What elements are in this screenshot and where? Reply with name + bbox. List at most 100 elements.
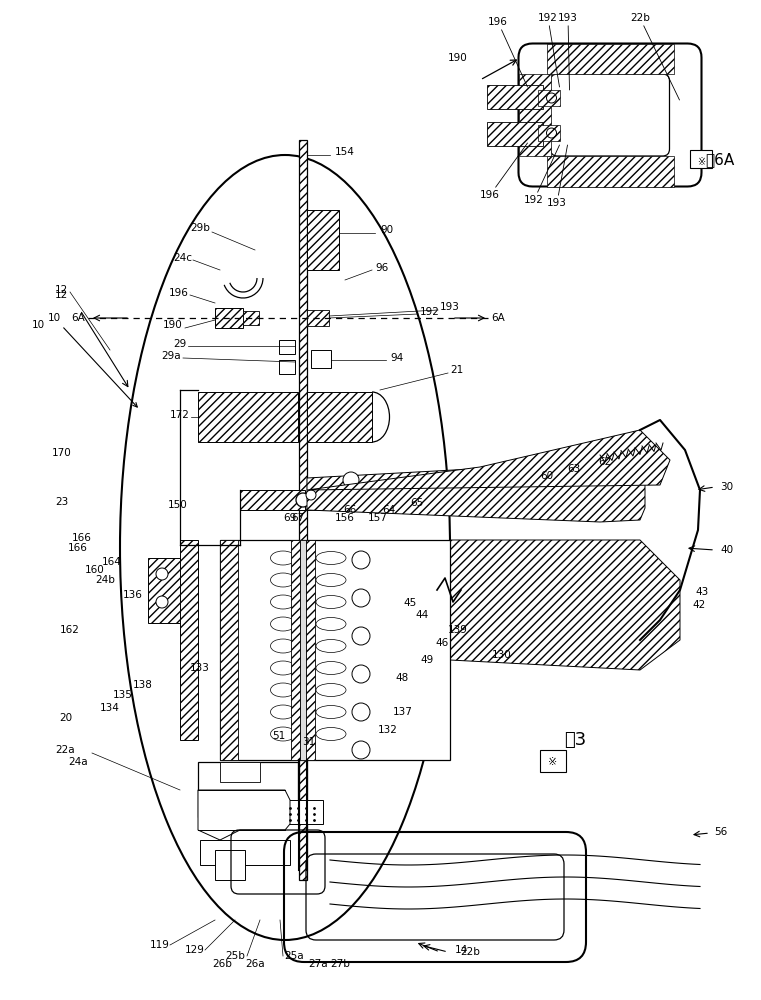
- Text: 43: 43: [695, 587, 708, 597]
- Circle shape: [156, 568, 168, 580]
- Bar: [285, 800, 323, 824]
- Ellipse shape: [316, 595, 346, 608]
- Text: 65: 65: [410, 498, 423, 508]
- Text: 162: 162: [60, 625, 80, 635]
- Text: 136: 136: [123, 590, 143, 600]
- FancyBboxPatch shape: [518, 43, 702, 186]
- Bar: [200, 840, 290, 865]
- Bar: [518, 74, 550, 156]
- Polygon shape: [450, 540, 680, 670]
- Text: 27b: 27b: [330, 959, 350, 969]
- Text: 21: 21: [450, 365, 463, 375]
- Bar: [299, 140, 307, 880]
- Text: 160: 160: [85, 565, 105, 575]
- Text: 31: 31: [302, 737, 315, 747]
- Text: 192: 192: [538, 13, 559, 87]
- Ellipse shape: [270, 705, 295, 719]
- Text: 139: 139: [448, 625, 468, 635]
- Text: 24a: 24a: [68, 757, 88, 767]
- Text: 130: 130: [492, 650, 511, 660]
- Bar: [243, 311, 259, 325]
- Text: 154: 154: [335, 147, 355, 157]
- Text: 14: 14: [455, 945, 468, 955]
- Text: 26b: 26b: [212, 959, 232, 969]
- Text: 190: 190: [164, 320, 183, 330]
- Text: 48: 48: [395, 673, 408, 683]
- Ellipse shape: [270, 551, 295, 565]
- Text: 23: 23: [55, 497, 68, 507]
- Polygon shape: [307, 430, 670, 490]
- Text: 30: 30: [720, 482, 733, 492]
- Bar: [300, 540, 306, 760]
- Bar: [311, 350, 331, 368]
- Bar: [279, 360, 295, 374]
- Text: 24b: 24b: [95, 575, 115, 585]
- Bar: [148, 558, 190, 623]
- Text: 20: 20: [59, 713, 72, 723]
- Text: 46: 46: [435, 638, 448, 648]
- Text: 22a: 22a: [56, 745, 75, 755]
- Text: 62: 62: [598, 457, 611, 467]
- Circle shape: [343, 472, 359, 488]
- Text: 69: 69: [283, 513, 296, 523]
- Text: 63: 63: [567, 464, 580, 474]
- Bar: [537, 90, 559, 106]
- Text: 192: 192: [420, 307, 440, 317]
- Bar: [220, 762, 260, 782]
- Text: 132: 132: [378, 725, 398, 735]
- Text: 164: 164: [102, 557, 122, 567]
- Text: 193: 193: [547, 145, 568, 208]
- Text: 166: 166: [72, 533, 92, 543]
- Text: 170: 170: [53, 448, 72, 458]
- Ellipse shape: [316, 706, 346, 718]
- Bar: [198, 392, 298, 442]
- Bar: [546, 43, 673, 74]
- Text: 66: 66: [344, 505, 357, 515]
- Text: 196: 196: [488, 17, 527, 87]
- Ellipse shape: [316, 574, 346, 586]
- Text: 94: 94: [390, 353, 403, 363]
- Text: 67: 67: [291, 513, 305, 523]
- Text: 24c: 24c: [173, 253, 192, 263]
- Text: 51: 51: [272, 731, 285, 741]
- Text: 64: 64: [382, 505, 395, 515]
- Ellipse shape: [270, 661, 295, 675]
- Text: 196: 196: [480, 143, 527, 200]
- Text: 193: 193: [558, 13, 578, 90]
- Bar: [540, 750, 566, 772]
- Text: 12: 12: [55, 285, 68, 295]
- Bar: [307, 210, 339, 270]
- Ellipse shape: [316, 662, 346, 674]
- Text: 25a: 25a: [284, 951, 304, 961]
- Text: 29a: 29a: [161, 351, 181, 361]
- Text: 172: 172: [170, 410, 190, 420]
- Text: 6A: 6A: [491, 313, 505, 323]
- Bar: [307, 392, 372, 442]
- Text: 26a: 26a: [245, 959, 265, 969]
- Text: 60: 60: [540, 471, 553, 481]
- Text: 156: 156: [335, 513, 355, 523]
- Polygon shape: [307, 458, 645, 522]
- Text: 12: 12: [55, 290, 68, 300]
- Circle shape: [352, 741, 370, 759]
- Text: 193: 193: [440, 302, 460, 312]
- Bar: [307, 310, 329, 326]
- Bar: [486, 122, 543, 146]
- Bar: [690, 150, 712, 168]
- Circle shape: [352, 551, 370, 569]
- Bar: [291, 540, 300, 760]
- Text: 27a: 27a: [308, 959, 328, 969]
- Text: 10: 10: [48, 313, 137, 407]
- Text: 22b: 22b: [460, 947, 480, 957]
- Ellipse shape: [316, 617, 346, 631]
- Text: 96: 96: [375, 263, 388, 273]
- Text: 29b: 29b: [190, 223, 210, 233]
- Circle shape: [352, 589, 370, 607]
- FancyBboxPatch shape: [550, 74, 670, 156]
- Bar: [198, 762, 298, 817]
- Ellipse shape: [270, 683, 295, 697]
- Text: 90: 90: [380, 225, 393, 235]
- Ellipse shape: [316, 552, 346, 564]
- Ellipse shape: [270, 595, 295, 609]
- Text: 133: 133: [190, 663, 210, 673]
